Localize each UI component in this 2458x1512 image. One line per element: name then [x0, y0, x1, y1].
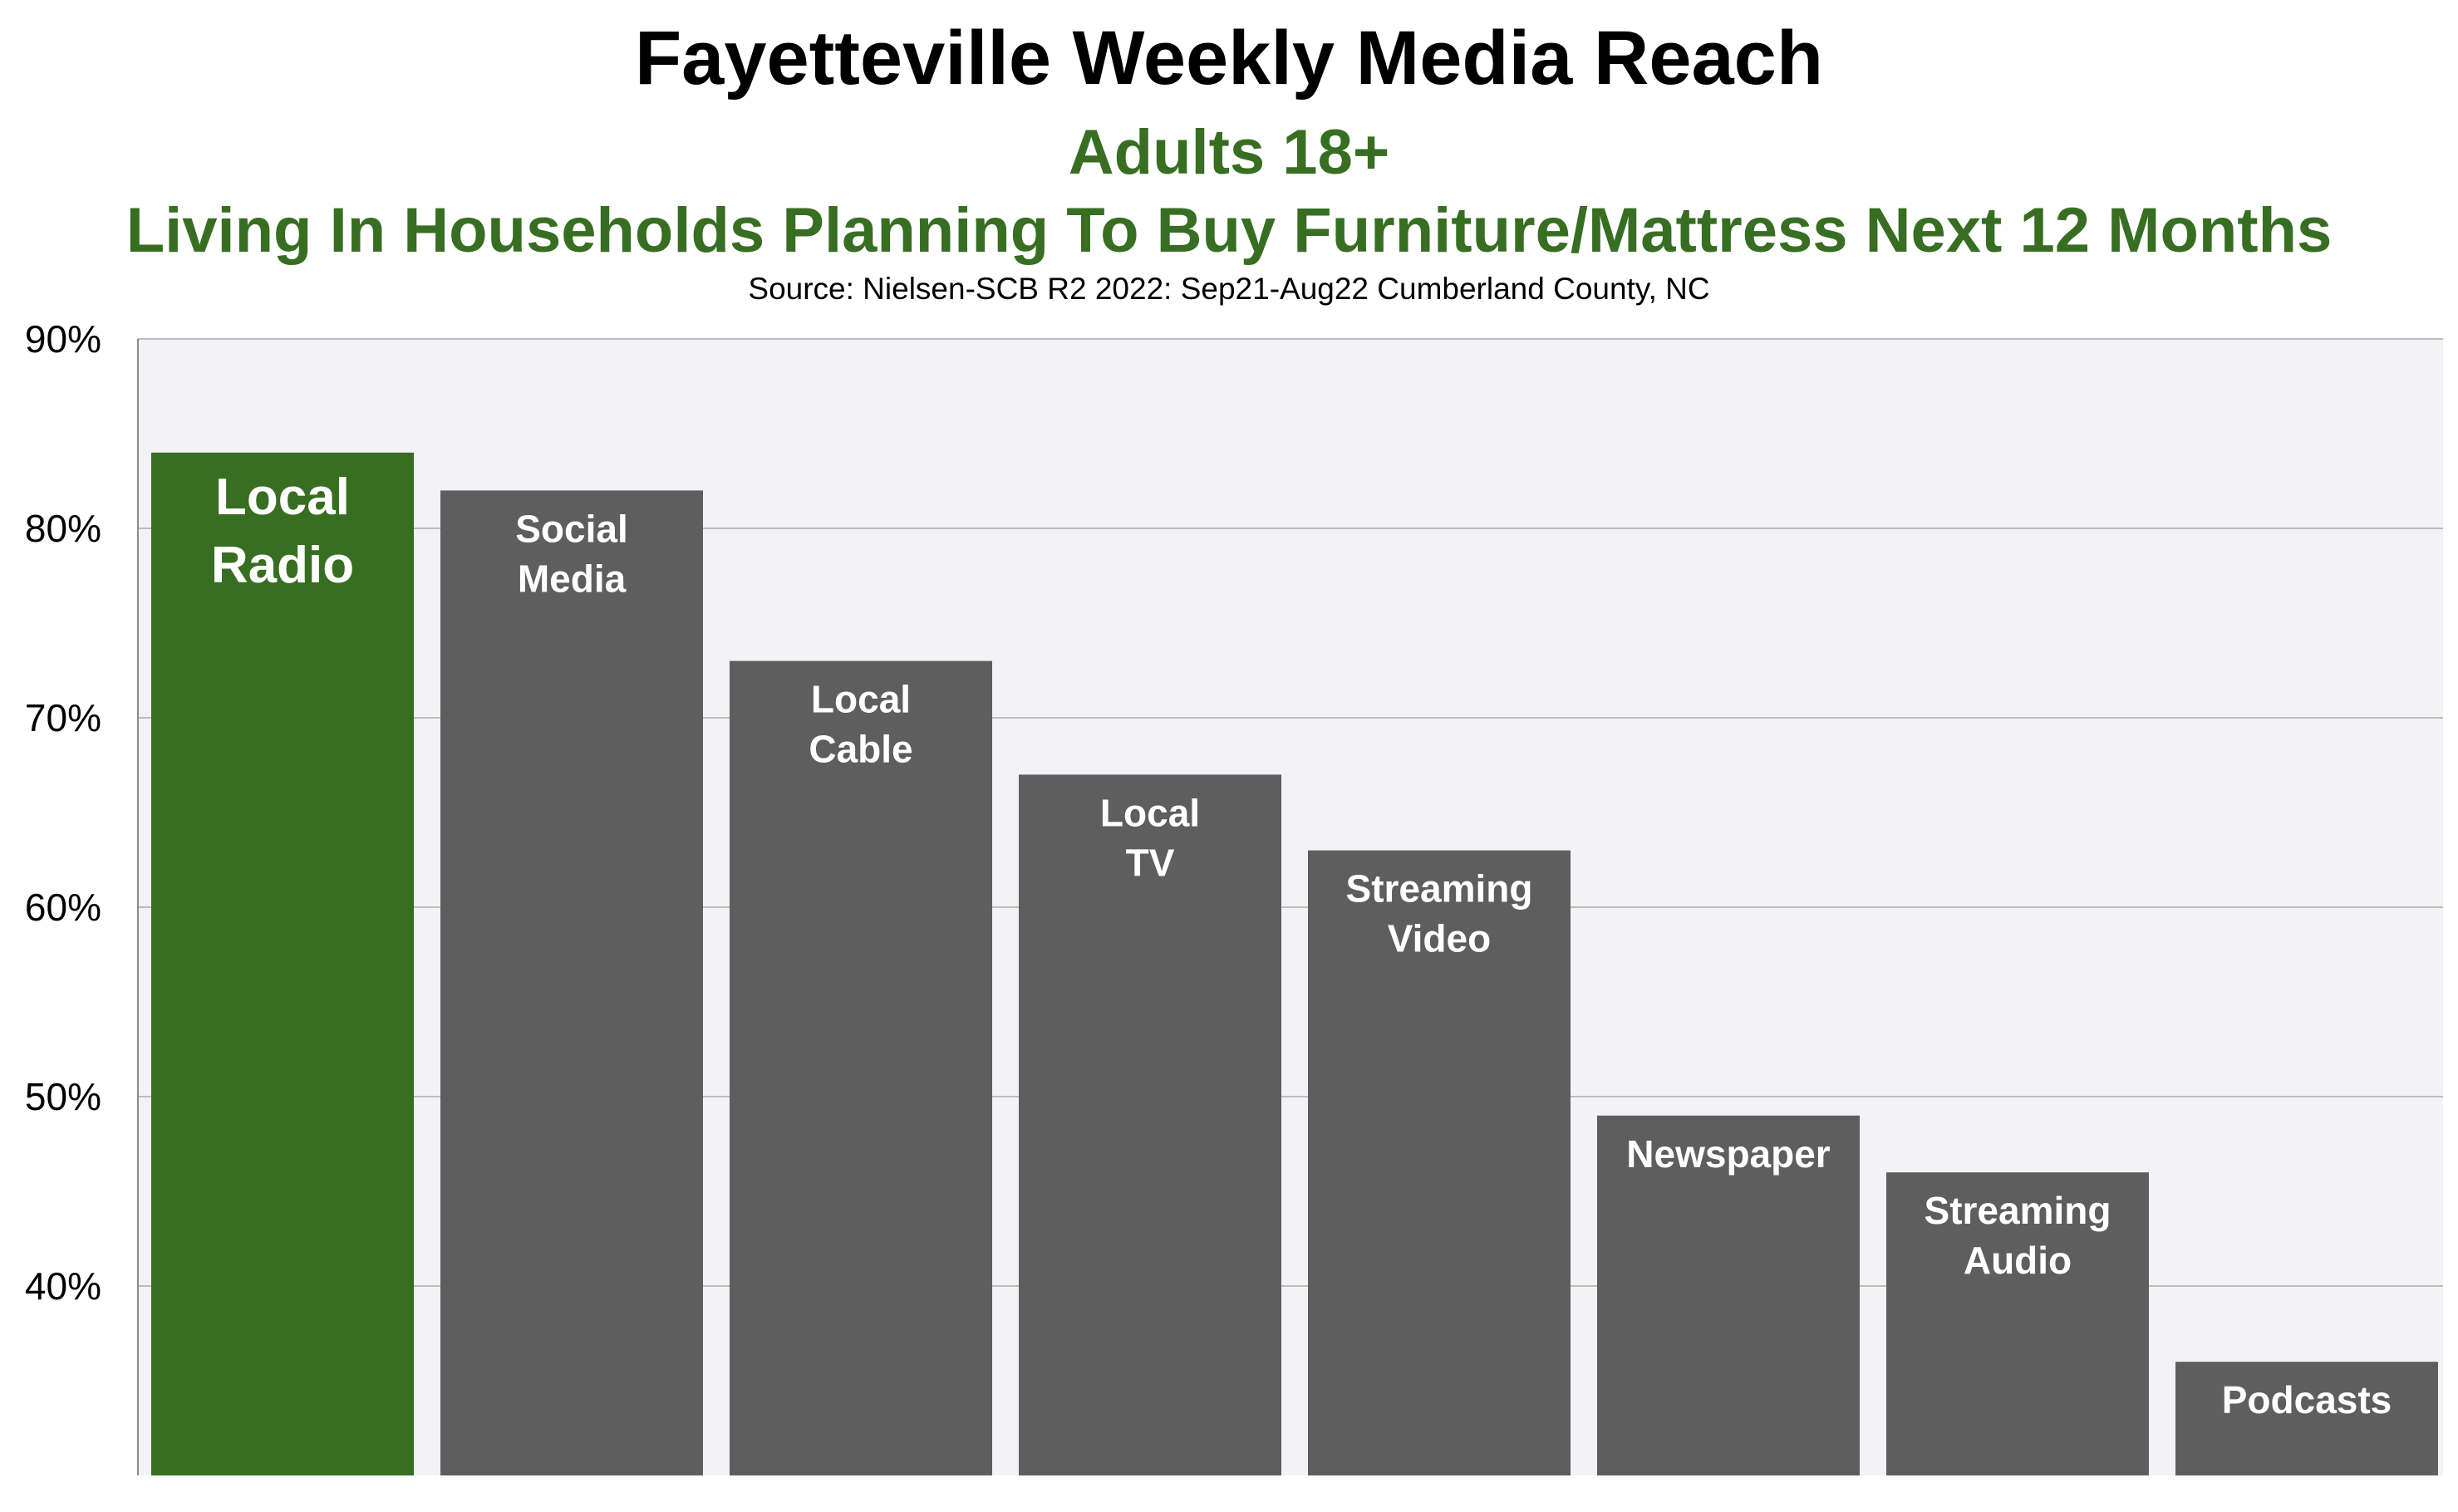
chart-subtitle-audience: Adults 18+: [1068, 117, 1390, 188]
bar: [440, 490, 703, 1475]
chart-source-note: Source: Nielsen-SCB R2 2022: Sep21-Aug22…: [748, 272, 1710, 306]
y-tick-label: 80%: [25, 507, 101, 550]
bar-category-label: Streaming Audio: [1925, 1189, 2111, 1282]
bar: [1597, 1115, 1860, 1475]
y-tick-label: 40%: [25, 1264, 101, 1308]
bar-category-label: Local TV: [1100, 791, 1200, 884]
bar: [1019, 774, 1281, 1475]
y-tick-label: 90%: [25, 317, 101, 361]
bar-category-label: Social Media: [515, 507, 628, 600]
bar: [1308, 850, 1571, 1475]
bar-category-label: Local Radio: [211, 469, 354, 594]
bar-category-label: Podcasts: [2222, 1378, 2392, 1421]
y-tick-label: 70%: [25, 696, 101, 739]
bar: [1886, 1172, 2149, 1475]
bars: [151, 452, 2438, 1475]
bar-labels: Local Radio Social Media Local Cable Local TV St…: [211, 469, 2392, 1421]
chart-subtitle-segment: Living In Households Planning To Buy Fur…: [125, 195, 2333, 266]
bar-category-label: Local Cable: [809, 678, 912, 771]
bar: [730, 660, 992, 1475]
y-axis-ticks: 40% 50% 60% 70% 80% 90%: [25, 317, 101, 1308]
bar: [151, 452, 414, 1475]
y-tick-label: 60%: [25, 886, 101, 929]
bar-category-label: Streaming Video: [1346, 867, 1533, 960]
bar-category-label: Newspaper: [1626, 1132, 1831, 1176]
bar: [2175, 1362, 2438, 1475]
y-tick-label: 50%: [25, 1075, 101, 1118]
chart-title: Fayetteville Weekly Media Reach: [634, 16, 1824, 101]
